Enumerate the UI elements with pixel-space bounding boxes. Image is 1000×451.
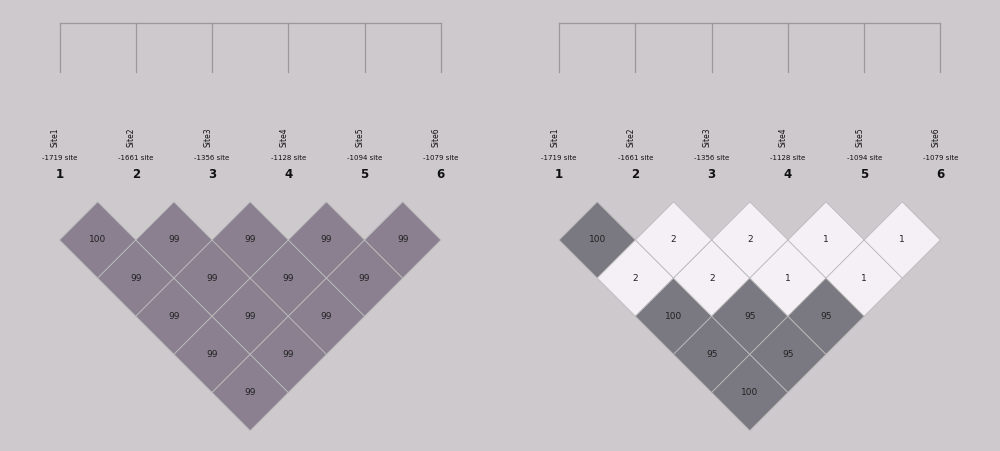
Text: 99: 99 <box>244 388 256 397</box>
Text: Site6: Site6 <box>432 127 441 147</box>
Polygon shape <box>674 240 750 316</box>
Text: 100: 100 <box>589 235 606 244</box>
Text: 99: 99 <box>168 235 180 244</box>
Text: 4: 4 <box>284 167 292 180</box>
Polygon shape <box>750 240 826 316</box>
Text: Site4: Site4 <box>279 127 288 147</box>
Polygon shape <box>288 278 365 354</box>
Polygon shape <box>864 202 940 278</box>
Polygon shape <box>174 240 250 316</box>
Text: 99: 99 <box>168 312 180 321</box>
Text: 100: 100 <box>89 235 106 244</box>
Polygon shape <box>60 202 136 278</box>
Text: 99: 99 <box>321 312 332 321</box>
Text: 100: 100 <box>665 312 682 321</box>
Polygon shape <box>635 202 712 278</box>
Text: 3: 3 <box>208 167 216 180</box>
Text: 99: 99 <box>130 274 142 283</box>
Text: 99: 99 <box>244 312 256 321</box>
Text: 2: 2 <box>709 274 714 283</box>
Text: -1128 site: -1128 site <box>770 155 806 161</box>
Text: 95: 95 <box>782 350 794 359</box>
Text: Site1: Site1 <box>51 127 60 147</box>
Polygon shape <box>635 278 712 354</box>
Text: 99: 99 <box>397 235 408 244</box>
Polygon shape <box>212 354 288 431</box>
Text: -1128 site: -1128 site <box>271 155 306 161</box>
Polygon shape <box>365 202 441 278</box>
Text: 2: 2 <box>132 167 140 180</box>
Text: -1661 site: -1661 site <box>118 155 154 161</box>
Text: 1: 1 <box>785 274 791 283</box>
Text: Site5: Site5 <box>356 127 365 147</box>
Text: -1356 site: -1356 site <box>694 155 729 161</box>
Polygon shape <box>712 202 788 278</box>
Text: 2: 2 <box>633 274 638 283</box>
Text: -1661 site: -1661 site <box>618 155 653 161</box>
Text: 6: 6 <box>936 167 945 180</box>
Text: 99: 99 <box>206 274 218 283</box>
Text: 95: 95 <box>744 312 756 321</box>
Text: 1: 1 <box>823 235 829 244</box>
Polygon shape <box>712 354 788 431</box>
Text: Site3: Site3 <box>203 127 212 147</box>
Text: 99: 99 <box>244 235 256 244</box>
Text: 3: 3 <box>708 167 716 180</box>
Polygon shape <box>559 202 635 278</box>
Text: Site6: Site6 <box>931 127 940 147</box>
Polygon shape <box>136 202 212 278</box>
Polygon shape <box>250 316 326 392</box>
Polygon shape <box>212 278 288 354</box>
Polygon shape <box>174 316 250 392</box>
Text: 2: 2 <box>631 167 639 180</box>
Text: 99: 99 <box>283 350 294 359</box>
Text: -1094 site: -1094 site <box>847 155 882 161</box>
Text: Site4: Site4 <box>779 127 788 147</box>
Text: Site2: Site2 <box>626 127 635 147</box>
Polygon shape <box>98 240 174 316</box>
Text: -1079 site: -1079 site <box>923 155 958 161</box>
Text: -1094 site: -1094 site <box>347 155 382 161</box>
Text: 1: 1 <box>899 235 905 244</box>
Polygon shape <box>788 202 864 278</box>
Polygon shape <box>826 240 902 316</box>
Text: 2: 2 <box>747 235 753 244</box>
Text: Site1: Site1 <box>550 127 559 147</box>
Polygon shape <box>212 202 288 278</box>
Text: Site2: Site2 <box>127 127 136 147</box>
Polygon shape <box>250 240 326 316</box>
Polygon shape <box>674 316 750 392</box>
Polygon shape <box>326 240 403 316</box>
Text: 5: 5 <box>860 167 868 180</box>
Polygon shape <box>136 278 212 354</box>
Text: 6: 6 <box>437 167 445 180</box>
Polygon shape <box>597 240 674 316</box>
Text: 100: 100 <box>741 388 758 397</box>
Text: Site3: Site3 <box>703 127 712 147</box>
Text: 5: 5 <box>360 167 369 180</box>
Text: Site5: Site5 <box>855 127 864 147</box>
Text: 4: 4 <box>784 167 792 180</box>
Text: -1079 site: -1079 site <box>423 155 459 161</box>
Polygon shape <box>712 278 788 354</box>
Text: 99: 99 <box>206 350 218 359</box>
Text: -1719 site: -1719 site <box>541 155 577 161</box>
Text: 99: 99 <box>321 235 332 244</box>
Text: 95: 95 <box>706 350 717 359</box>
Polygon shape <box>788 278 864 354</box>
Text: 95: 95 <box>820 312 832 321</box>
Text: 99: 99 <box>283 274 294 283</box>
Polygon shape <box>288 202 365 278</box>
Polygon shape <box>750 316 826 392</box>
Text: 1: 1 <box>555 167 563 180</box>
Text: 2: 2 <box>671 235 676 244</box>
Text: -1356 site: -1356 site <box>194 155 230 161</box>
Text: 1: 1 <box>861 274 867 283</box>
Text: -1719 site: -1719 site <box>42 155 77 161</box>
Text: 1: 1 <box>56 167 64 180</box>
Text: 99: 99 <box>359 274 370 283</box>
